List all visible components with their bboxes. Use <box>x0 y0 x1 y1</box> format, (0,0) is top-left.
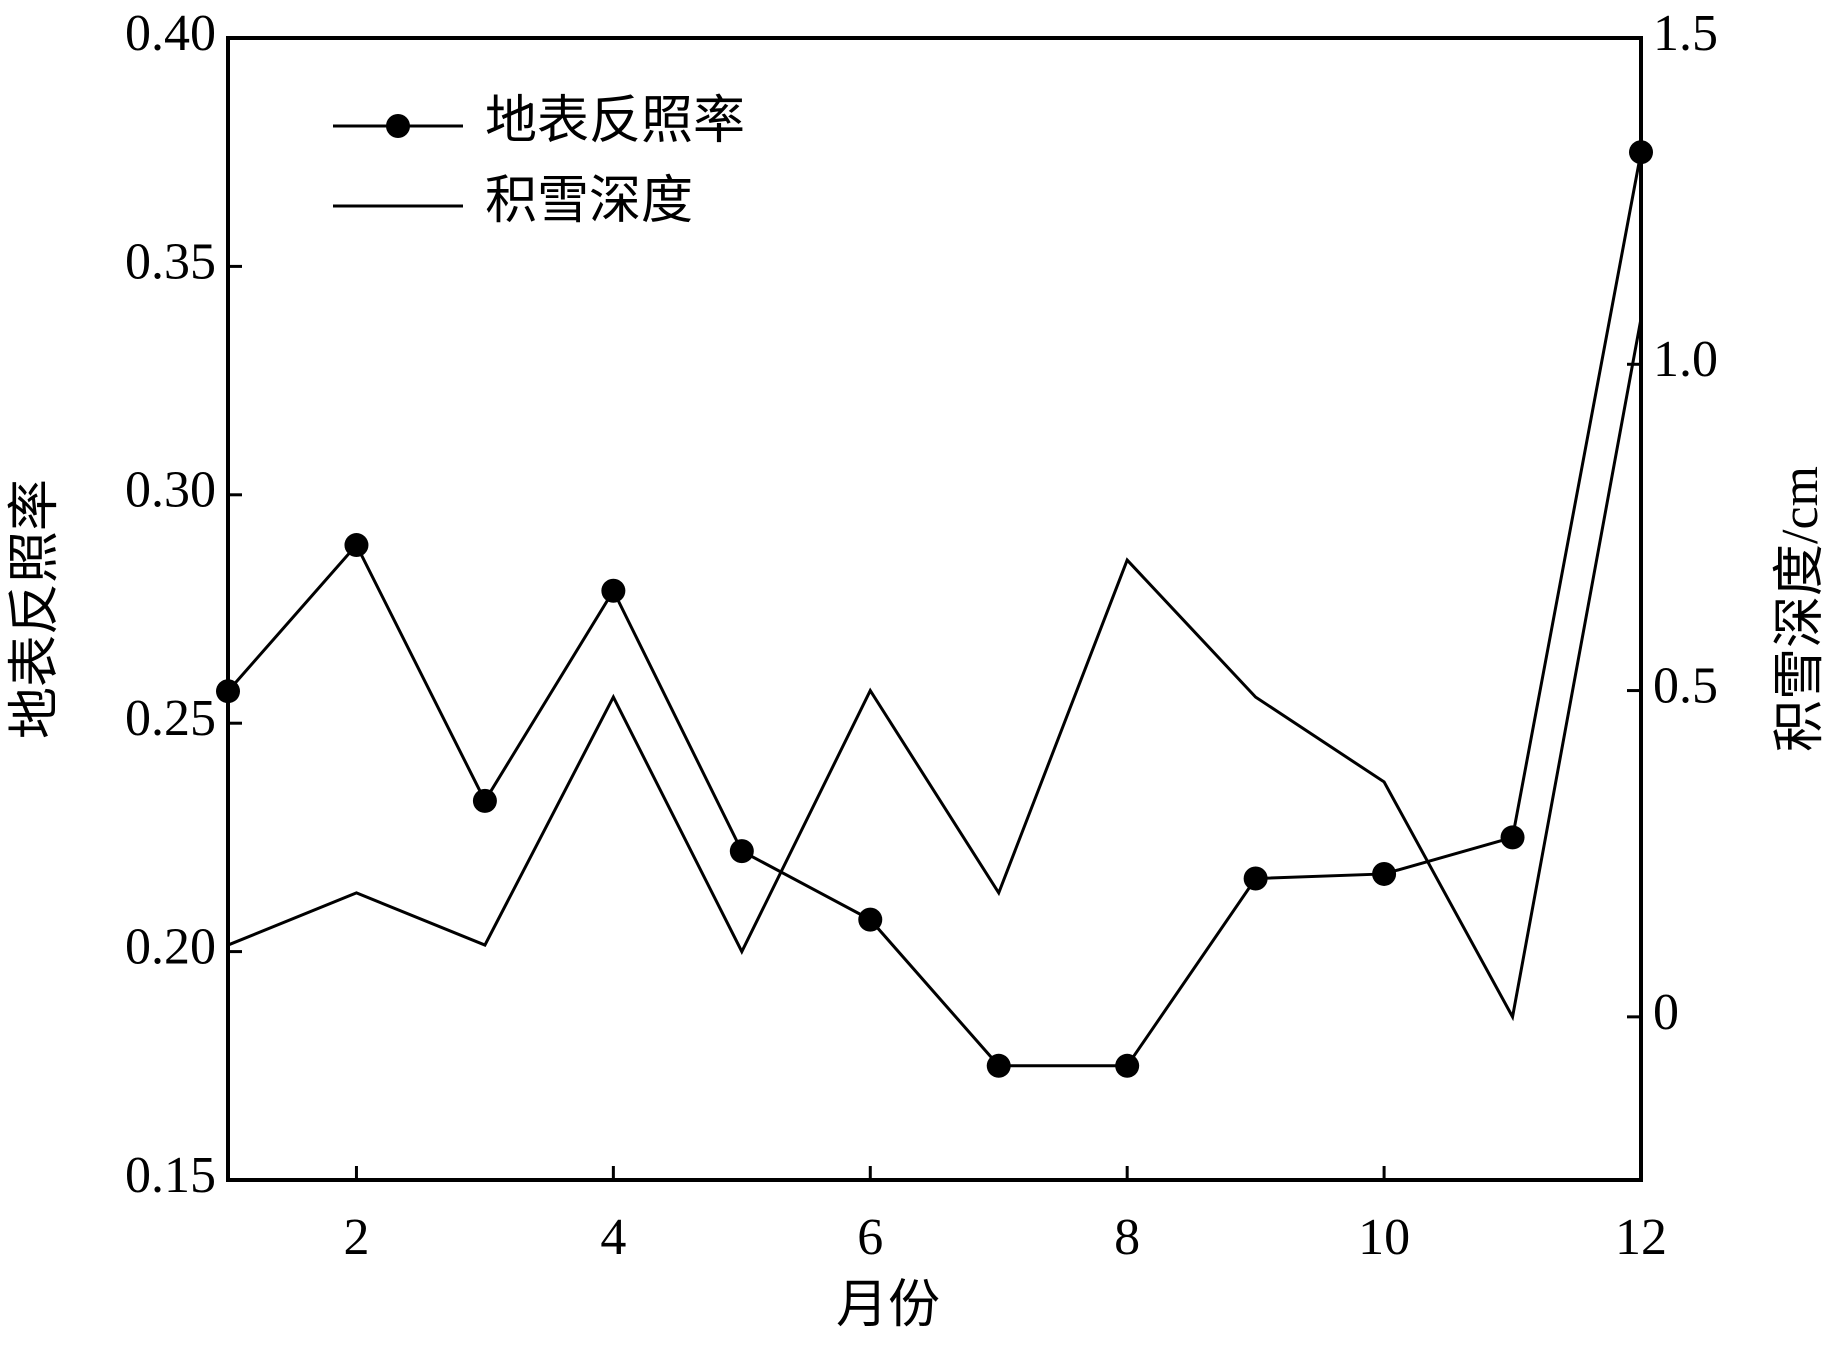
x-tick-label: 8 <box>1114 1209 1140 1266</box>
x-tick-label: 12 <box>1615 1209 1667 1266</box>
y2-tick-label: 1.5 <box>1653 5 1718 62</box>
series-line <box>227 318 1643 1022</box>
series-marker <box>1115 1053 1140 1078</box>
series-marker <box>1372 861 1397 886</box>
legend-label: 地表反照率 <box>485 93 745 150</box>
series-marker <box>858 907 883 932</box>
y-tick-label: 0.25 <box>125 690 216 747</box>
series-marker <box>1629 140 1653 165</box>
y-tick-label: 0.20 <box>125 919 216 976</box>
y2-tick-label: 0 <box>1653 984 1679 1041</box>
y-tick-label: 0.30 <box>125 462 216 519</box>
series-marker <box>729 839 754 864</box>
legend-marker <box>386 114 410 138</box>
x-tick-label: 6 <box>857 1209 883 1266</box>
series-marker <box>1243 866 1268 891</box>
series-marker <box>344 533 369 558</box>
y-tick-label: 0.15 <box>125 1147 216 1204</box>
x-tick-label: 10 <box>1358 1209 1410 1266</box>
y-tick-label: 0.40 <box>125 5 216 62</box>
y2-tick-label: 1.0 <box>1653 331 1718 388</box>
series-marker <box>472 788 497 813</box>
series-line <box>226 151 1643 1068</box>
y2-tick-label: 0.5 <box>1653 658 1718 715</box>
series-marker <box>601 578 626 603</box>
y-axis-label: 地表反照率 <box>7 479 64 739</box>
x-tick-label: 4 <box>600 1209 626 1266</box>
series-marker <box>216 679 240 704</box>
plot-frame <box>226 36 1643 1182</box>
x-axis-label: 月份 <box>836 1277 940 1334</box>
y2-axis-label: 积雪深度/cm <box>1772 466 1829 752</box>
series-marker <box>1500 825 1525 850</box>
y-tick-label: 0.35 <box>125 233 216 290</box>
legend-label: 积雪深度 <box>485 173 693 230</box>
x-tick-label: 2 <box>343 1209 369 1266</box>
series-marker <box>986 1053 1011 1078</box>
